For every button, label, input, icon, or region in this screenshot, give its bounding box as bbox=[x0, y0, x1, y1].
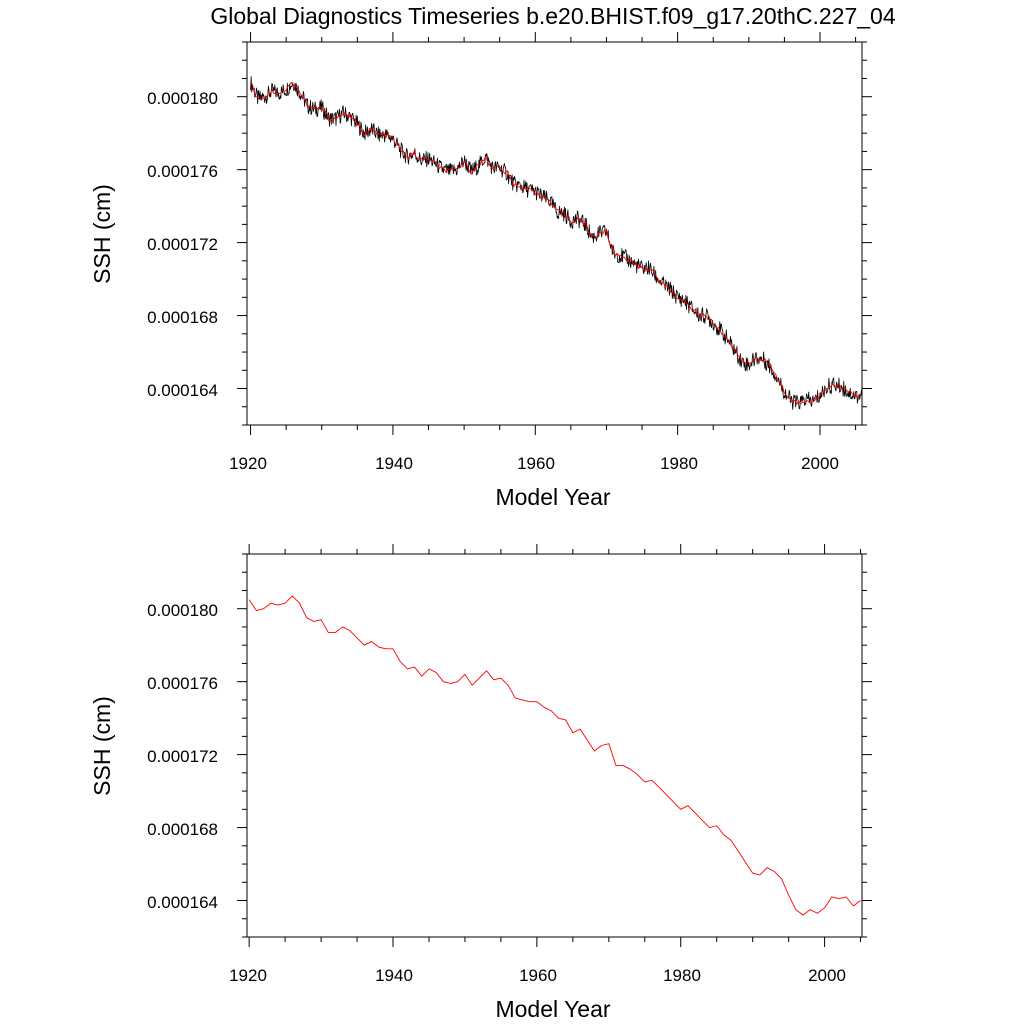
y-tick-label: 0.000180 bbox=[147, 601, 218, 620]
y-tick-label: 0.000172 bbox=[147, 747, 218, 766]
x-tick-label: 1960 bbox=[519, 966, 557, 985]
y-axis-title-bottom: SSH (cm) bbox=[89, 696, 115, 796]
x-tick-label: 1920 bbox=[229, 454, 267, 473]
y-tick-label: 0.000164 bbox=[147, 381, 218, 400]
y-tick-label: 0.000180 bbox=[147, 89, 218, 108]
axis-ticks-top bbox=[237, 32, 872, 435]
x-tick-label: 1940 bbox=[375, 454, 413, 473]
series-line-running-mean bbox=[250, 81, 862, 405]
panel-top: 1920 1940 1960 1980 2000 0.000164 0.0001… bbox=[89, 32, 872, 510]
y-tick-label: 0.000168 bbox=[147, 308, 218, 327]
x-tick-label: 1980 bbox=[660, 454, 698, 473]
plot-frame-top bbox=[246, 41, 863, 426]
y-tick-labels-top: 0.000164 0.000168 0.000172 0.000176 0.00… bbox=[147, 89, 218, 400]
chart-title: Global Diagnostics Timeseries b.e20.BHIS… bbox=[210, 3, 896, 29]
x-tick-label: 1920 bbox=[229, 966, 267, 985]
y-tick-label: 0.000176 bbox=[147, 674, 218, 693]
x-tick-labels-top: 1920 1940 1960 1980 2000 bbox=[229, 454, 839, 473]
x-tick-label: 2000 bbox=[801, 454, 839, 473]
plot-frame-bottom bbox=[246, 553, 863, 938]
y-tick-labels-bottom: 0.000164 0.000168 0.000172 0.000176 0.00… bbox=[147, 601, 218, 912]
series-lines-top bbox=[250, 76, 862, 410]
panel-bottom: 1920 1940 1960 1980 2000 0.000164 0.0001… bbox=[89, 544, 872, 1022]
series-line-annual-mean bbox=[248, 595, 861, 916]
x-tick-label: 2000 bbox=[808, 966, 846, 985]
y-tick-label: 0.000164 bbox=[147, 893, 218, 912]
y-tick-label: 0.000176 bbox=[147, 162, 218, 181]
x-tick-label: 1940 bbox=[375, 966, 413, 985]
y-tick-label: 0.000172 bbox=[147, 235, 218, 254]
y-tick-label: 0.000168 bbox=[147, 820, 218, 839]
series-line-monthly bbox=[250, 76, 862, 410]
y-axis-title-top: SSH (cm) bbox=[89, 184, 115, 284]
series-lines-bottom bbox=[248, 595, 861, 916]
x-tick-label: 1960 bbox=[517, 454, 555, 473]
x-axis-title-bottom: Model Year bbox=[495, 996, 610, 1022]
axis-ticks-bottom bbox=[237, 544, 872, 947]
x-tick-labels-bottom: 1920 1940 1960 1980 2000 bbox=[229, 966, 846, 985]
x-tick-label: 1980 bbox=[663, 966, 701, 985]
x-axis-title-top: Model Year bbox=[495, 484, 610, 510]
